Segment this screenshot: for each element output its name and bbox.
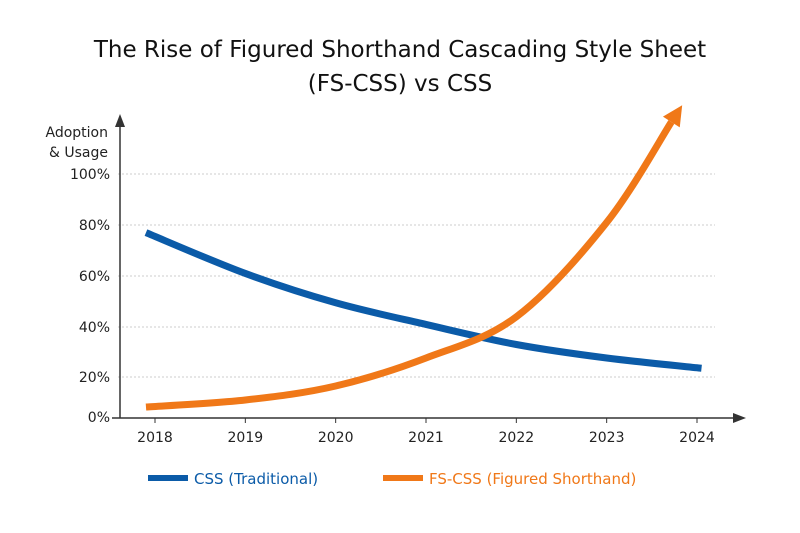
legend-label: CSS (Traditional) xyxy=(194,470,318,488)
x-axis-arrow-icon xyxy=(733,413,746,423)
chart-title-line-2: (FS-CSS) vs CSS xyxy=(308,71,492,97)
y-tick-label: 0% xyxy=(88,410,110,426)
x-tick-label: 2024 xyxy=(679,430,715,446)
x-tick-label: 2019 xyxy=(228,430,264,446)
x-tick-label: 2018 xyxy=(137,430,173,446)
x-tick-label: 2021 xyxy=(408,430,444,446)
x-tick-label: 2023 xyxy=(589,430,625,446)
y-axis-arrow-icon xyxy=(115,114,125,127)
chart-title-line-1: The Rise of Figured Shorthand Cascading … xyxy=(93,37,706,63)
y-axis-label-line-2: & Usage xyxy=(49,145,108,161)
y-tick-label: 40% xyxy=(79,320,110,336)
y-tick-label: 60% xyxy=(79,269,110,285)
y-tick-label: 80% xyxy=(79,218,110,234)
series-arrowhead-icon xyxy=(662,105,683,128)
x-tick-label: 2020 xyxy=(318,430,354,446)
y-tick-label: 20% xyxy=(79,370,110,386)
y-axis-label-line-1: Adoption xyxy=(46,125,109,141)
x-tick-label: 2022 xyxy=(499,430,535,446)
legend-label: FS-CSS (Figured Shorthand) xyxy=(429,470,636,488)
series-line xyxy=(145,120,675,411)
y-tick-label: 100% xyxy=(70,167,110,183)
series-line xyxy=(144,229,702,372)
